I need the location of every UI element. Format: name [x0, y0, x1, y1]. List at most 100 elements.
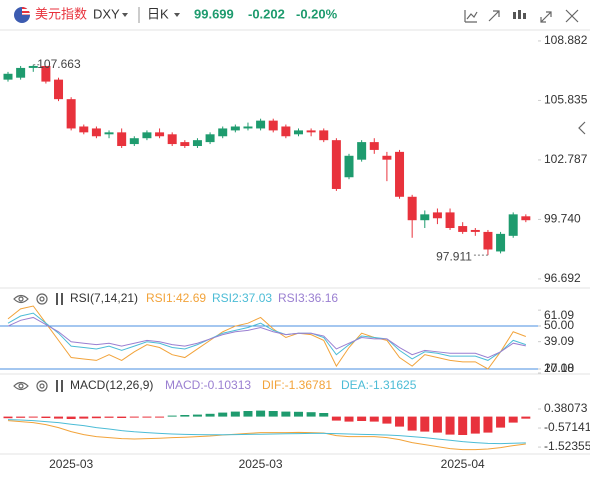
macd-bar: [395, 416, 405, 427]
macd-bar: [66, 416, 76, 419]
macd-bar: [104, 416, 114, 418]
dropdown-arrow[interactable]: [174, 13, 180, 17]
macd-bar: [205, 413, 215, 417]
macd-bar: [420, 416, 430, 432]
candle-body: [432, 212, 442, 219]
legend-entry: RSI1:42.69: [146, 291, 206, 305]
indicator-line: [7, 316, 526, 359]
dropdown-arrow[interactable]: [122, 13, 128, 17]
panel-icons[interactable]: [13, 293, 48, 392]
macd-bar: [319, 413, 329, 417]
candle-body: [407, 196, 417, 221]
instrument-symbol: DXY: [93, 6, 120, 21]
macd-bar: [268, 411, 278, 417]
candle-body: [458, 226, 468, 232]
candle-body: [483, 231, 493, 250]
macd-bar: [243, 411, 253, 417]
macd-bar: [54, 416, 64, 419]
candle-body: [344, 155, 354, 178]
y-tick-label: 0.38073: [544, 401, 588, 415]
candle-body: [508, 214, 518, 236]
toolbar[interactable]: [464, 9, 579, 23]
candle-body: [117, 132, 127, 147]
macd-bar: [3, 416, 13, 419]
price-change: -0.202: [248, 6, 285, 21]
legend-entry: RSI2:37.03: [212, 291, 272, 305]
x-tick-label: 2025-03: [49, 457, 93, 471]
y-tick-label: 61.09: [544, 308, 574, 322]
candle-body: [357, 142, 367, 160]
macd-bar: [369, 416, 379, 422]
candle-body: [192, 140, 202, 147]
candle-body: [496, 233, 506, 252]
candle-body: [319, 130, 329, 141]
indicator-line: [7, 420, 526, 451]
indicator-line: [7, 312, 526, 361]
y-tick-label: 96.692: [544, 271, 581, 285]
macd-bar: [521, 416, 531, 419]
legend-entry: DEA:-1.31625: [341, 378, 417, 392]
y-tick-label: 102.787: [544, 152, 588, 166]
candle-body: [445, 212, 455, 229]
legend-entry: RSI3:36.16: [278, 291, 338, 305]
macd-bar: [28, 416, 38, 418]
candle-body: [142, 132, 152, 139]
indicator-line: [7, 305, 527, 370]
macd-bar: [407, 416, 417, 431]
candle-body: [306, 130, 316, 133]
macd-bar: [458, 416, 468, 435]
candle-body: [470, 229, 480, 232]
candle-body: [28, 65, 38, 68]
macd-bar: [382, 416, 392, 424]
macd-bar: [445, 416, 455, 435]
price-change-percent: -0.20%: [296, 6, 338, 21]
candle-body: [420, 214, 430, 221]
macd-bar: [91, 416, 101, 419]
candle-body: [155, 132, 165, 137]
y-tick-label: 39.09: [544, 334, 574, 348]
panel-handle[interactable]: [56, 293, 63, 392]
y-tick-label: 17.18: [544, 361, 574, 375]
candle-body: [293, 130, 303, 135]
candle-body: [79, 126, 89, 133]
candle-body: [104, 132, 114, 135]
y-tick-label: 108.882: [544, 33, 588, 47]
candle-body: [521, 216, 531, 221]
period[interactable]: 日K: [147, 6, 169, 21]
candle-body: [16, 67, 26, 78]
y-tick-label: 20.00: [544, 361, 574, 375]
macd-bar: [16, 416, 26, 418]
candle-body: [268, 120, 278, 131]
macd-bar: [230, 411, 240, 417]
macd-bar: [470, 416, 480, 434]
macd-bar: [432, 416, 442, 433]
macd-bar: [496, 416, 506, 428]
macd-bar: [142, 416, 152, 418]
macd-bar: [331, 416, 341, 421]
candle-body: [331, 140, 341, 189]
x-tick-label: 2025-03: [239, 457, 283, 471]
candle-body: [256, 120, 266, 129]
macd-bar: [155, 416, 165, 418]
candle-body: [180, 142, 190, 147]
candle-body: [205, 134, 215, 143]
indicator-line: [7, 419, 526, 445]
macd-bar: [41, 416, 51, 418]
macd-bar: [281, 411, 291, 417]
macd-bar: [192, 414, 202, 417]
y-tick-label: 99.740: [544, 212, 581, 226]
high-label: 107.663: [37, 57, 81, 71]
macd-bar: [129, 416, 139, 418]
candle-body: [91, 128, 101, 137]
last-price: 99.699: [194, 6, 234, 21]
x-tick-label: 2025-04: [441, 457, 485, 471]
collapse-arrow[interactable]: [578, 121, 586, 135]
y-tick-label: -1.52355: [544, 439, 590, 453]
macd-bar: [306, 412, 316, 417]
indicator-title: MACD(12,26,9): [70, 378, 153, 392]
y-tick-label: 50.00: [544, 318, 574, 332]
macd-bar: [180, 415, 190, 417]
macd-bar: [508, 416, 518, 423]
instrument-name: 美元指数: [35, 6, 87, 21]
